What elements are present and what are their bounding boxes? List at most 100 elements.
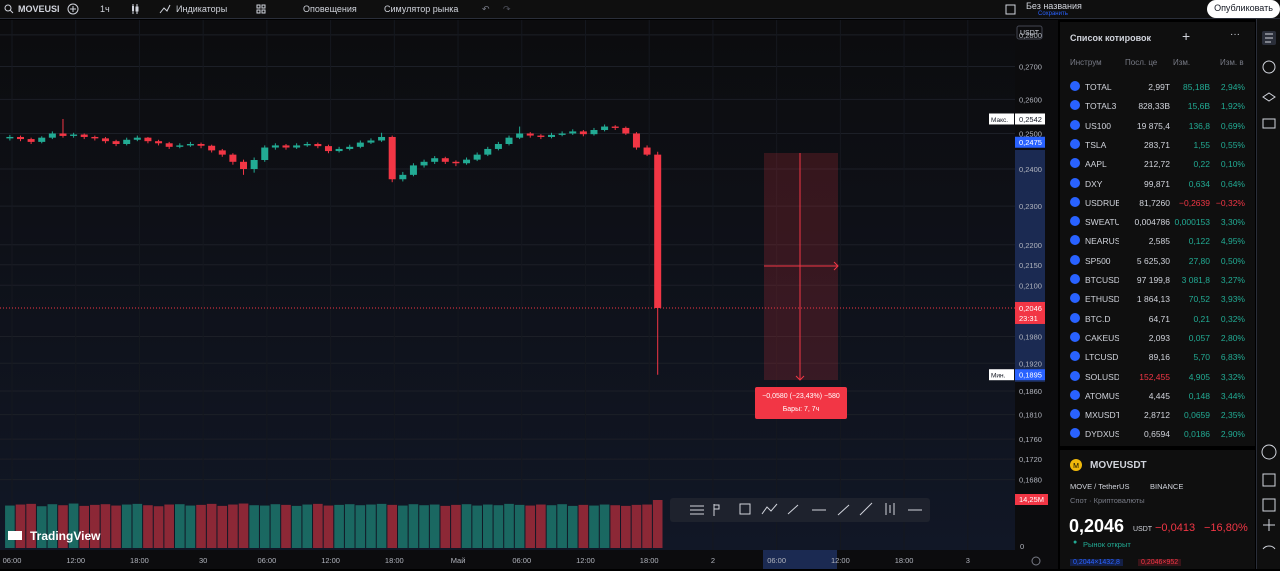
watchlist-row[interactable]: US100 19 875,4 136,8 0,69% — [1060, 116, 1255, 135]
candle-body — [197, 143, 205, 146]
publish-button[interactable]: Опубликовать — [1207, 0, 1280, 18]
top-price-tag — [1015, 136, 1045, 148]
currency-label: USDT — [1020, 30, 1040, 37]
axis-settings[interactable] — [1031, 556, 1041, 566]
replay-button[interactable]: Симулятор рынка — [384, 4, 459, 14]
add-symbol[interactable] — [67, 3, 79, 15]
change-pct: 2,80% — [1220, 332, 1245, 343]
y-tick-label: 0,1760 — [1019, 435, 1042, 444]
watchlist-row[interactable]: SWEATU 0,004786 0,000153 3,30% — [1060, 212, 1255, 231]
volume-bar — [652, 500, 663, 548]
watchlist-row[interactable]: MXUSDT 2,8712 0,0659 2,35% — [1060, 405, 1255, 424]
watchlist-row[interactable]: LTCUSD 89,16 5,70 6,83% — [1060, 347, 1255, 366]
add-symbol[interactable]: + — [1182, 28, 1191, 44]
watchlist-header: Инструм Посл. це Изм. Изм. в — [1060, 56, 1255, 70]
watchlist-row[interactable]: DXY 99,871 0,634 0,64% — [1060, 174, 1255, 193]
y-tick-label: 0,2500 — [1019, 129, 1042, 138]
symbol-icon — [1070, 235, 1080, 246]
candle-body — [133, 137, 141, 140]
more-button[interactable]: ··· — [1230, 29, 1240, 40]
watchlist-row[interactable]: ETHUSD 1 864,13 70,52 3,93% — [1060, 289, 1255, 308]
indicators-button[interactable]: Индикаторы — [176, 4, 228, 14]
change-pct: 0,50% — [1220, 255, 1245, 266]
volume-bar — [610, 505, 621, 548]
candle-body — [155, 141, 163, 144]
last-price: 81,7260 — [1139, 197, 1170, 208]
y-tick-label: 0,2100 — [1019, 281, 1042, 290]
change: 15,6B — [1187, 101, 1210, 112]
candle-body — [590, 130, 598, 135]
x-tick-label: 06:00 — [257, 556, 276, 565]
volume-bar — [15, 504, 26, 548]
candle-body — [463, 159, 471, 164]
chart-type[interactable] — [130, 3, 140, 15]
volume-bar — [631, 504, 642, 548]
watchlist-row[interactable]: TOTAL 2,99T 85,18B 2,94% — [1060, 77, 1255, 96]
watchlist-row[interactable]: SP500 5 625,30 27,80 0,50% — [1060, 251, 1255, 270]
symbol-icon — [1070, 138, 1080, 149]
watchlist-row[interactable]: SOLUSD 152,455 4,905 3,32% — [1060, 367, 1255, 386]
min-caption-box — [989, 369, 1014, 381]
interval-button[interactable]: 1ч — [100, 4, 110, 14]
drawing-tools[interactable] — [690, 502, 922, 516]
last-price: 64,71 — [1148, 313, 1170, 324]
y-tick-label: 0,1680 — [1019, 476, 1042, 485]
sidebar-icons[interactable] — [1257, 19, 1280, 569]
symbol: ATOMUS — [1085, 390, 1119, 401]
volume-bar — [313, 503, 323, 548]
symbol: SOLUSD — [1085, 371, 1119, 382]
details-symbol: MOVEUSDT — [1090, 460, 1147, 471]
volume-bar — [68, 503, 79, 548]
last-price: 152,455 — [1139, 371, 1170, 382]
details-bid: 0,2044×1432,8 — [1070, 559, 1123, 566]
volume-bar — [546, 505, 557, 548]
watchlist-title[interactable]: Список котировок — [1070, 33, 1151, 43]
watchlist-row[interactable]: NEARUS 2,585 0,122 4,95% — [1060, 231, 1255, 250]
watchlist-row[interactable]: DYDXUS 0,6594 0,0186 2,90% — [1060, 424, 1255, 443]
candle-body — [218, 150, 226, 155]
candle-body — [579, 131, 587, 135]
change-pct: 0,64% — [1220, 178, 1245, 189]
x-tick-label: 12:00 — [66, 556, 85, 565]
change: 70,52 — [1188, 294, 1210, 305]
candle-body — [80, 134, 88, 137]
layout-name[interactable]: Без названия — [1026, 1, 1082, 11]
templates-button[interactable] — [256, 4, 266, 14]
x-tick-label: 18:00 — [640, 556, 659, 565]
watchlist-row[interactable]: BTC.D 64,71 0,21 0,32% — [1060, 309, 1255, 328]
volume-bar — [217, 505, 228, 548]
volume-bar — [79, 505, 90, 548]
watchlist-row[interactable]: USDRUB 81,7260 −0,2639 −0,32% — [1060, 193, 1255, 212]
candle-body — [91, 136, 99, 139]
volume-bar — [366, 504, 376, 548]
change: 1,55 — [1193, 139, 1210, 150]
x-tick-label: 12:00 — [321, 556, 340, 565]
candle-body — [441, 158, 449, 162]
symbol: DXY — [1085, 178, 1103, 189]
change-pct: 3,30% — [1220, 217, 1245, 228]
symbol-button[interactable]: MOVEUSI — [18, 4, 60, 14]
candle-body — [314, 143, 322, 147]
candle-body — [367, 140, 375, 143]
watchlist-row[interactable]: AAPL 212,72 0,22 0,10% — [1060, 154, 1255, 173]
watchlist-row[interactable]: ATOMUS 4,445 0,148 3,44% — [1060, 386, 1255, 405]
candle-body — [505, 137, 513, 144]
watchlist-row[interactable]: BTCUSD 97 199,8 3 081,8 3,27% — [1060, 270, 1255, 289]
alerts-button[interactable]: Оповещения — [303, 4, 357, 14]
watchlist-row[interactable]: CAKEUS 2,093 0,057 2,80% — [1060, 328, 1255, 347]
candle-body — [176, 145, 184, 147]
y-tick-label: 0,1860 — [1019, 387, 1042, 396]
redo[interactable]: ↷ — [503, 4, 511, 14]
undo[interactable]: ↶ — [482, 4, 490, 14]
watchlist-row[interactable]: TSLA 283,71 1,55 0,55% — [1060, 135, 1255, 154]
watchlist-row[interactable]: TOTAL3 828,33B 15,6B 1,92% — [1060, 96, 1255, 115]
x-tick-label: 06:00 — [512, 556, 531, 565]
volume-bar — [472, 505, 482, 548]
change: 0,057 — [1188, 332, 1210, 343]
volume-bar — [164, 504, 174, 548]
currency-button[interactable] — [1016, 25, 1043, 40]
last-price: 4,445 — [1148, 390, 1170, 401]
details-exchange: BINANCE — [1150, 482, 1184, 491]
change: 4,905 — [1188, 371, 1210, 382]
volume-bar — [58, 505, 68, 548]
